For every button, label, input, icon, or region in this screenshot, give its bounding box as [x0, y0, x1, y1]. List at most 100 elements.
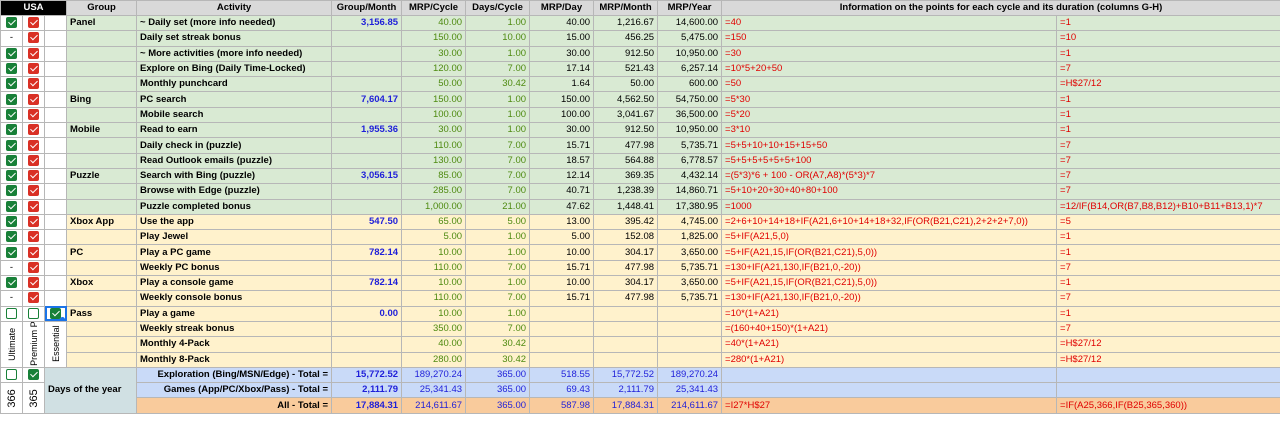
usa-cell-b[interactable] — [22, 91, 45, 108]
mrp-day-cell[interactable]: 17.14 — [529, 60, 595, 78]
group-month-cell[interactable] — [331, 76, 403, 93]
days-cycle-cell[interactable]: 7.00 — [465, 137, 531, 154]
checkbox-red-icon[interactable] — [28, 292, 39, 304]
activity-cell[interactable]: Monthly 4-Pack — [136, 336, 333, 353]
days-cycle-cell[interactable]: 7.00 — [465, 290, 531, 307]
checkbox-red-icon[interactable] — [28, 185, 39, 197]
points-formula-cell[interactable]: =5+5+5+5+5+5+100 — [721, 152, 1058, 169]
mrp-day-cell[interactable]: 15.71 — [529, 137, 595, 154]
column-header-usa[interactable]: USA — [0, 0, 68, 16]
mrp-year-cell[interactable]: 5,475.00 — [657, 30, 723, 47]
mrp-month-cell[interactable]: 395.42 — [593, 213, 659, 231]
total-mrp-year[interactable]: 189,270.24 — [657, 366, 723, 384]
activity-cell[interactable]: Play a PC game — [136, 244, 333, 261]
usa-cell-b[interactable] — [22, 244, 45, 261]
checkbox-red-icon[interactable] — [28, 108, 39, 120]
usa-cell-a[interactable] — [0, 183, 23, 200]
group-month-cell[interactable] — [331, 30, 403, 47]
mrp-day-cell[interactable]: 10.00 — [529, 275, 595, 292]
mrp-year-cell[interactable]: 5,735.71 — [657, 290, 723, 307]
mrp-cycle-cell[interactable]: 40.00 — [401, 14, 467, 32]
group-month-cell[interactable] — [331, 106, 403, 124]
checkbox-green-icon[interactable] — [6, 170, 17, 182]
days-cycle-cell[interactable]: 7.00 — [465, 152, 531, 169]
checkbox-red-icon[interactable] — [28, 200, 39, 212]
checkbox-empty-icon[interactable] — [6, 307, 17, 319]
mrp-month-cell[interactable]: 564.88 — [593, 152, 659, 169]
mrp-day-cell[interactable]: 18.57 — [529, 152, 595, 169]
mrp-month-cell[interactable]: 521.43 — [593, 60, 659, 78]
group-month-cell[interactable]: 0.00 — [331, 305, 403, 322]
activity-cell[interactable]: Weekly streak bonus — [136, 320, 333, 338]
checkbox-green-icon[interactable] — [6, 47, 17, 59]
group-cell[interactable] — [66, 30, 138, 47]
column-header-group-month[interactable]: Group/Month — [331, 0, 403, 16]
mrp-month-cell[interactable]: 304.17 — [593, 275, 659, 292]
activity-cell[interactable]: Play a game — [136, 305, 333, 322]
duration-formula-cell[interactable]: =1 — [1056, 275, 1280, 292]
duration-formula-cell[interactable]: =H$27/12 — [1056, 351, 1280, 368]
group-cell[interactable]: Xbox App — [66, 213, 138, 231]
mrp-month-cell[interactable]: 477.98 — [593, 259, 659, 277]
usa-cell-b[interactable] — [22, 106, 45, 124]
usa-cell-a[interactable] — [0, 137, 23, 154]
mrp-day-cell[interactable] — [529, 336, 595, 353]
usa-cell-a[interactable] — [0, 244, 23, 261]
points-formula-cell[interactable]: =50 — [721, 76, 1058, 93]
duration-formula-cell[interactable]: =1 — [1056, 229, 1280, 246]
mrp-cycle-cell[interactable]: 130.00 — [401, 152, 467, 169]
duration-formula-cell[interactable]: =7 — [1056, 152, 1280, 169]
mrp-year-cell[interactable] — [657, 351, 723, 368]
group-cell[interactable]: Bing — [66, 91, 138, 108]
checkbox-red-icon[interactable] — [28, 261, 39, 273]
mrp-month-cell[interactable]: 912.50 — [593, 122, 659, 139]
checkbox-green-icon[interactable] — [6, 78, 17, 90]
total-mrp-year[interactable]: 25,341.43 — [657, 382, 723, 399]
total-group-month[interactable]: 15,772.52 — [331, 366, 403, 384]
mrp-cycle-cell[interactable]: 30.00 — [401, 45, 467, 62]
group-month-cell[interactable] — [331, 229, 403, 246]
days-cycle-cell[interactable]: 1.00 — [465, 244, 531, 261]
mrp-month-cell[interactable]: 1,216.67 — [593, 14, 659, 32]
points-formula-cell[interactable]: =130+IF(A21,130,IF(B21,0,-20)) — [721, 259, 1058, 277]
duration-formula-cell[interactable]: =12/IF(B14,OR(B7,B8,B12)+B10+B11+B13,1)*… — [1056, 198, 1280, 215]
mrp-month-cell[interactable]: 152.08 — [593, 229, 659, 246]
points-formula-cell[interactable]: =40*(1+A21) — [721, 336, 1058, 353]
checkbox-green-icon[interactable] — [6, 277, 17, 289]
checkbox-red-icon[interactable] — [28, 170, 39, 182]
usa-cell-a[interactable] — [0, 45, 23, 62]
days-cycle-cell[interactable]: 7.00 — [465, 320, 531, 338]
group-cell[interactable] — [66, 259, 138, 277]
activity-cell[interactable]: Play a console game — [136, 275, 333, 292]
points-formula-cell[interactable]: =5+IF(A21,5,0) — [721, 229, 1058, 246]
activity-cell[interactable]: Read to earn — [136, 122, 333, 139]
points-formula-cell[interactable]: =3*10 — [721, 122, 1058, 139]
total-mrp-cycle[interactable]: 25,341.43 — [401, 382, 467, 399]
total-points-formula[interactable] — [721, 366, 1058, 384]
checkbox-green-icon[interactable] — [6, 17, 17, 29]
usa-cell-b[interactable] — [22, 122, 45, 139]
total-group-month[interactable]: 17,884.31 — [331, 397, 403, 414]
points-formula-cell[interactable]: =5+5+10+10+15+15+50 — [721, 137, 1058, 154]
points-formula-cell[interactable]: =130+IF(A21,130,IF(B21,0,-20)) — [721, 290, 1058, 307]
usa-cell-a[interactable] — [0, 122, 23, 139]
usa-cell-b[interactable] — [22, 30, 45, 47]
mrp-cycle-cell[interactable]: 10.00 — [401, 244, 467, 261]
checkbox-green-icon[interactable] — [6, 215, 17, 227]
total-mrp-month[interactable]: 15,772.52 — [593, 366, 659, 384]
total-mrp-month[interactable]: 2,111.79 — [593, 382, 659, 399]
days-cycle-cell[interactable]: 5.00 — [465, 213, 531, 231]
mrp-day-cell[interactable]: 15.00 — [529, 30, 595, 47]
group-month-cell[interactable] — [331, 60, 403, 78]
points-formula-cell[interactable]: =150 — [721, 30, 1058, 47]
mrp-month-cell[interactable]: 477.98 — [593, 290, 659, 307]
mrp-day-cell[interactable]: 40.00 — [529, 14, 595, 32]
mrp-year-cell[interactable] — [657, 336, 723, 353]
days-cycle-cell[interactable]: 7.00 — [465, 183, 531, 200]
days-checkbox-366[interactable] — [0, 366, 23, 384]
total-mrp-year[interactable]: 214,611.67 — [657, 397, 723, 414]
column-header-mrp-month[interactable]: MRP/Month — [593, 0, 659, 16]
mrp-cycle-cell[interactable]: 10.00 — [401, 305, 467, 322]
mrp-month-cell[interactable]: 1,448.41 — [593, 198, 659, 215]
mrp-day-cell[interactable]: 150.00 — [529, 91, 595, 108]
